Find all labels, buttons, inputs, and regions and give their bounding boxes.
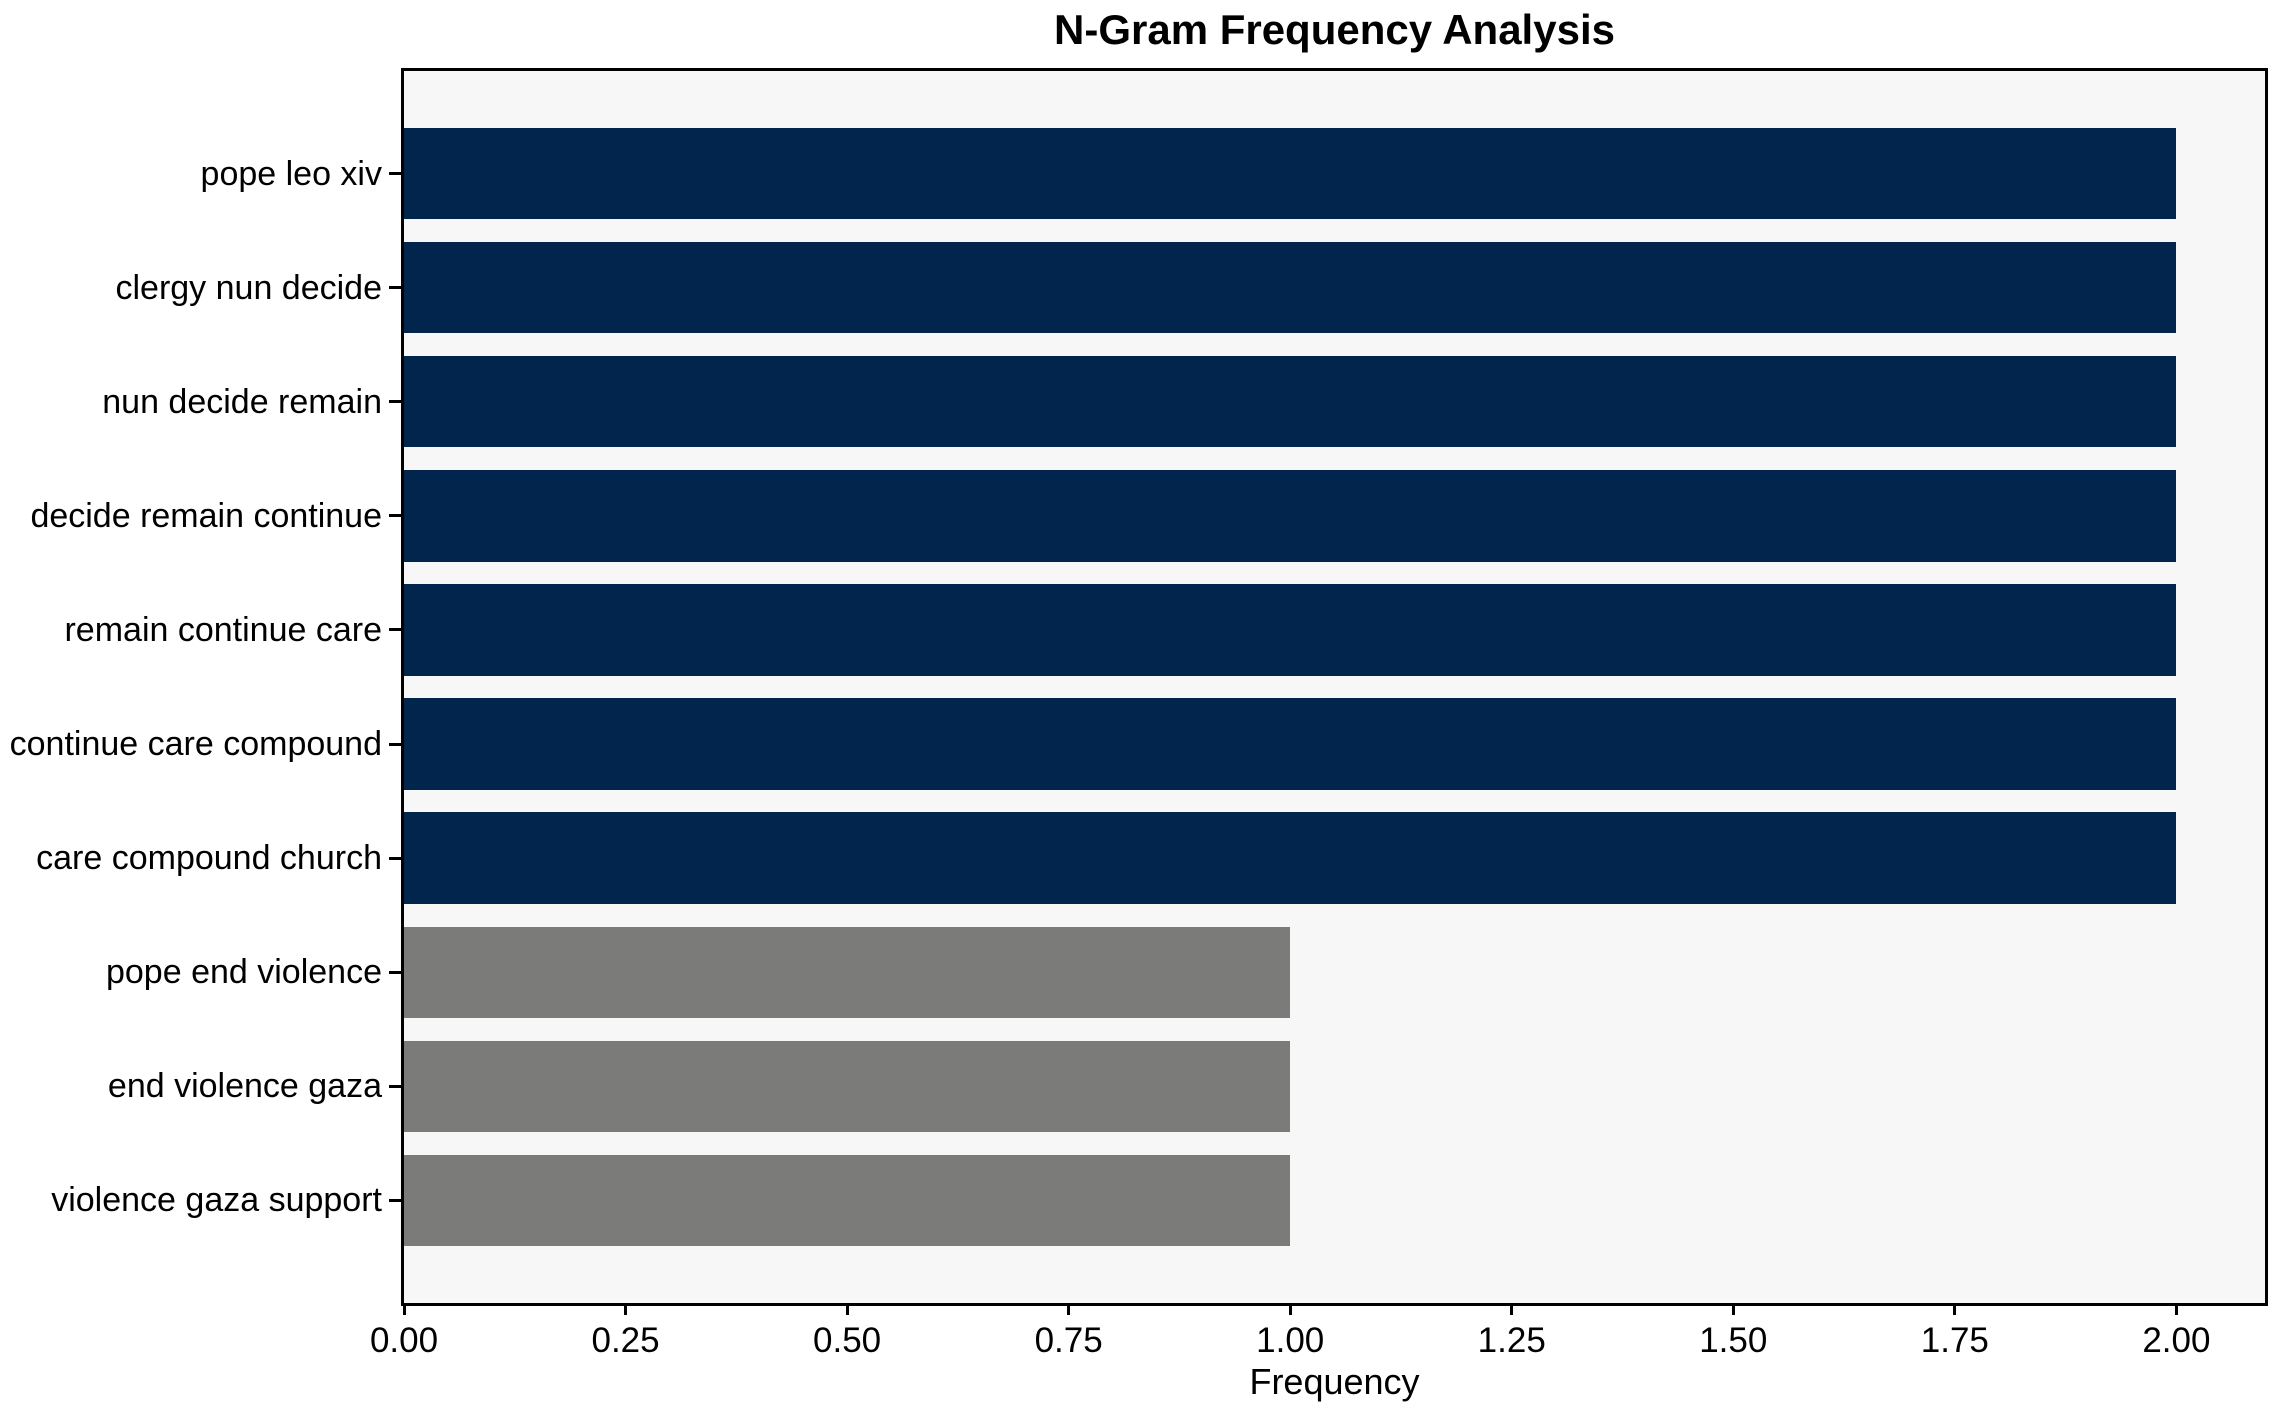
x-tick-label: 0.75 [1034,1321,1103,1360]
y-tick-mark [389,628,401,632]
y-tick-label: end violence gaza [107,1067,382,1106]
x-tick-label: 2.00 [2142,1321,2211,1360]
x-tick-label: 1.50 [1699,1321,1768,1360]
y-tick-mark [389,1084,401,1088]
y-tick-mark [389,514,401,518]
y-tick-mark [389,1198,401,1202]
x-tick-mark [624,1303,628,1315]
bar [404,698,2177,790]
x-tick-label: 1.25 [1477,1321,1546,1360]
x-tick-mark [1067,1303,1071,1315]
x-tick-mark [1731,1303,1735,1315]
bar [404,1040,1291,1132]
x-axis-label: Frequency [1249,1361,1420,1402]
y-tick-label: continue care compound [9,725,382,764]
bar [404,356,2177,448]
x-tick-label: 0.50 [813,1321,882,1360]
y-tick-mark [389,172,401,176]
y-tick-label: pope leo xiv [200,154,382,193]
bar [404,812,2177,904]
x-tick-mark [1288,1303,1292,1315]
x-tick-label: 1.75 [1920,1321,1989,1360]
chart-title: N-Gram Frequency Analysis [1054,6,1615,53]
y-tick-label: care compound church [36,839,382,878]
x-tick-mark [2174,1303,2178,1315]
y-tick-mark [389,742,401,746]
bar [404,470,2177,562]
x-tick-mark [845,1303,849,1315]
bar [404,584,2177,676]
y-tick-label: decide remain continue [30,496,382,535]
y-tick-label: remain continue care [64,610,382,649]
y-tick-label: clergy nun decide [115,268,382,307]
bar [404,926,1291,1018]
bar [404,242,2177,334]
x-tick-mark [1510,1303,1514,1315]
y-tick-mark [389,970,401,974]
x-tick-label: 0.00 [369,1321,439,1360]
bar [404,1154,1291,1246]
x-tick-mark [402,1303,406,1315]
y-tick-mark [389,856,401,860]
x-tick-mark [1953,1303,1957,1315]
x-tick-label: 0.25 [591,1321,660,1360]
y-tick-label: violence gaza support [51,1181,382,1220]
y-tick-label: pope end violence [105,953,382,992]
y-tick-label: nun decide remain [102,382,382,421]
plot-area [401,68,2268,1306]
bar [404,128,2177,220]
x-tick-label: 1.00 [1256,1321,1325,1360]
y-tick-mark [389,286,401,290]
y-tick-mark [389,400,401,404]
